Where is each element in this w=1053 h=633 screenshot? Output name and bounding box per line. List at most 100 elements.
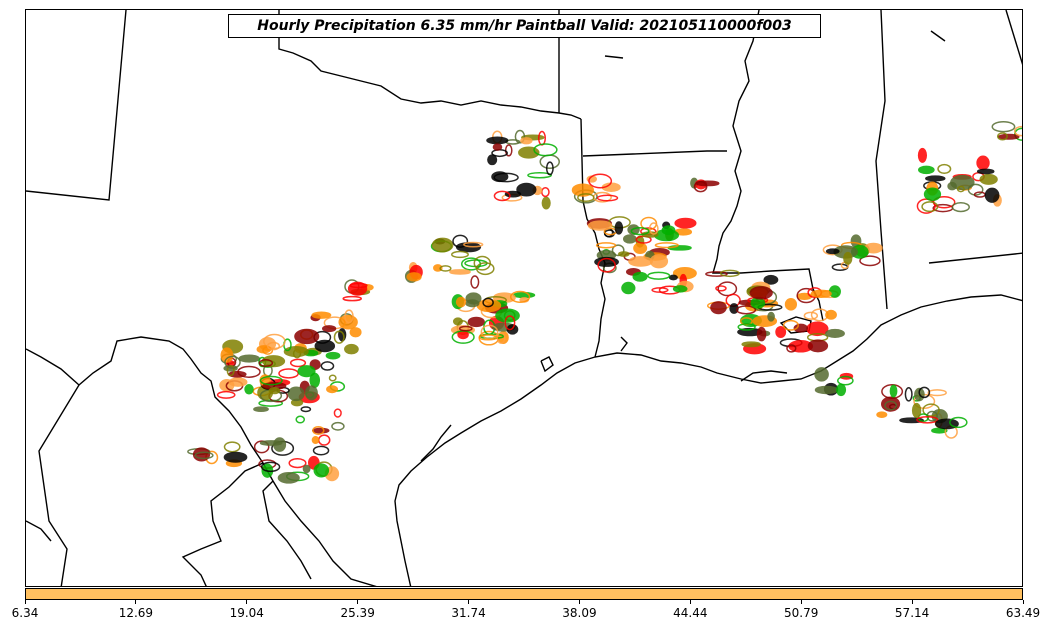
precip-blob [937, 163, 952, 174]
precip-blob [473, 255, 492, 271]
precip-blob [320, 361, 335, 371]
colorbar-tick-label: 25.39 [340, 606, 375, 620]
precip-blob [649, 254, 669, 269]
precip-blob [541, 196, 551, 210]
precip-blob [654, 242, 679, 249]
precip-blob [622, 234, 637, 244]
precip-blob [486, 136, 509, 145]
precip-blob [287, 386, 305, 402]
mx-state-line-1 [38, 384, 80, 586]
precip-blob [344, 309, 354, 324]
precip-blob [923, 187, 942, 202]
al-ga-border [1005, 10, 1022, 65]
precip-blob [814, 367, 829, 382]
precip-blob [741, 341, 761, 348]
precip-blob [516, 182, 537, 197]
precip-blob [194, 451, 214, 460]
precip-blob [918, 386, 931, 399]
precip-blob [289, 358, 307, 368]
precip-blob [672, 285, 688, 293]
colorbar-tick [468, 600, 470, 604]
precip-blob [997, 133, 1020, 140]
basemap [26, 10, 1022, 586]
precip-blob [228, 377, 248, 387]
precip-blob [889, 384, 898, 398]
precip-blob [931, 427, 948, 434]
precip-blob [756, 326, 767, 342]
precip-blob [784, 298, 798, 311]
precip-blob [807, 339, 829, 353]
precip-blob [347, 281, 368, 296]
colorbar-tick [578, 600, 580, 604]
colorbar-tick [689, 600, 691, 604]
colorbar-tick-label: 44.44 [673, 606, 708, 620]
precip-blob [918, 165, 935, 175]
colorbar-tick-label: 50.79 [784, 606, 819, 620]
bay-6 [604, 55, 624, 59]
precip-blob [533, 143, 558, 157]
precip-blob [647, 271, 671, 280]
precip-blob [767, 311, 775, 322]
mississippi [712, 10, 824, 322]
precip-blob [476, 299, 502, 313]
colorbar-tick-label: 63.49 [1005, 606, 1041, 620]
precip-blob [467, 316, 485, 328]
nm-border [26, 10, 127, 201]
precip-blob [737, 323, 756, 331]
precip-blob [478, 334, 498, 341]
precip-blob [470, 275, 480, 289]
precip-blob [238, 354, 261, 363]
precip-blob [349, 327, 362, 338]
precip-blob [311, 311, 332, 319]
precip-blob [449, 269, 471, 275]
precip-blob [611, 244, 625, 257]
precip-blob [632, 271, 648, 282]
precip-blob [223, 451, 248, 463]
ar-la-border [582, 150, 727, 157]
precip-blob [717, 281, 738, 297]
precip-blob [630, 227, 650, 236]
precip-blob [288, 458, 307, 469]
precip-blob [325, 351, 341, 360]
precip-blob [455, 296, 467, 308]
precip-blob [596, 194, 619, 202]
precip-blob [294, 328, 320, 345]
precip-blob [614, 221, 624, 235]
precip-blob [451, 250, 469, 259]
precip-blob [226, 365, 235, 377]
bay-3 [620, 336, 628, 352]
precip-blob [317, 434, 331, 446]
precip-blob [719, 269, 740, 278]
precip-blob [884, 400, 898, 411]
precip-blob [947, 181, 957, 191]
precip-blob [735, 305, 757, 315]
colorbar-tick [800, 600, 802, 604]
gulf-coast [394, 294, 1022, 586]
precip-blob [458, 325, 473, 332]
precip-blob [715, 285, 727, 292]
precip-blob [979, 173, 998, 185]
precip-blob [922, 403, 940, 417]
precip-blob [828, 285, 841, 298]
colorbar-tick-label: 38.09 [562, 606, 597, 620]
map-title: Hourly Precipitation 6.35 mm/hr Paintbal… [228, 14, 821, 38]
bay-2 [540, 356, 554, 373]
precip-blob [333, 330, 345, 344]
colorbar-tick [357, 600, 359, 604]
precip-blob [431, 237, 454, 253]
precip-blob [452, 234, 469, 248]
precip-blob [984, 187, 1000, 203]
precip-blob [439, 265, 452, 272]
precip-blob [831, 263, 849, 271]
state-borders [26, 10, 1022, 586]
precip-blob [520, 137, 533, 145]
precip-blob [967, 183, 984, 196]
precip-blob [921, 201, 939, 213]
ms-al-border [875, 10, 888, 310]
precip-blob [618, 251, 630, 257]
precip-blob [492, 143, 503, 151]
precip-blob [313, 463, 330, 478]
precip-blob [314, 339, 336, 353]
colorbar-tick-label: 57.14 [894, 606, 930, 620]
precip-blob [810, 289, 832, 298]
